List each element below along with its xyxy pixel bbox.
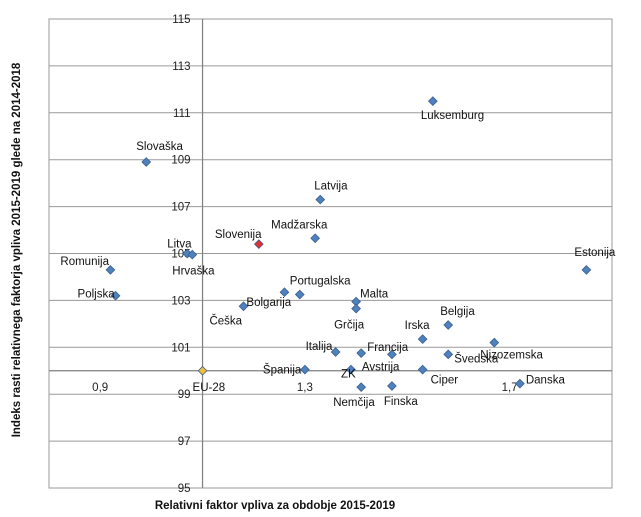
point-label: Italija — [306, 341, 333, 353]
y-axis-title: Indeks rasti relativnega faktorja vpliva… — [11, 62, 23, 437]
point-label: Bolgarija — [246, 297, 291, 309]
point-label: Hrvaška — [172, 266, 215, 278]
data-point-švedska — [443, 349, 454, 360]
point-label: EU-28 — [193, 382, 226, 394]
data-point-madžarska — [310, 233, 321, 244]
point-label: Irska — [405, 320, 431, 332]
data-point-poljska — [110, 290, 121, 301]
point-labels: Luksemburg Slovaška Latvija Madžarska Sloven… — [60, 110, 616, 409]
point-label: Nemčija — [333, 397, 375, 409]
y-tick-label: 113 — [172, 61, 190, 73]
data-point-slovaška — [141, 157, 152, 167]
data-point-ciper — [417, 364, 428, 375]
data-point-romunija — [105, 265, 116, 275]
point-label: Švedska — [454, 352, 499, 365]
data-point-španija — [300, 364, 310, 375]
data-point-hrvaška — [187, 249, 198, 260]
data-point-belgija — [443, 320, 454, 330]
point-label: Litva — [167, 239, 192, 251]
point-label: Madžarska — [271, 219, 328, 231]
y-tick-label: 97 — [178, 436, 191, 448]
y-tick-label: 103 — [171, 295, 190, 307]
data-point-zk — [346, 364, 356, 375]
x-axis-title: Relativni faktor vpliva za obdobje 2015-… — [155, 500, 395, 512]
data-point-finska — [387, 381, 397, 391]
point-label: Finska — [384, 396, 418, 408]
point-label: Luksemburg — [421, 110, 484, 122]
y-tick-label: 95 — [178, 483, 191, 495]
y-tick-label: 111 — [173, 108, 190, 120]
y-tick-label: 109 — [171, 155, 190, 167]
point-label: Španija — [263, 364, 302, 377]
point-label: Slovenija — [215, 229, 262, 241]
data-point-avstrija — [387, 349, 397, 360]
data-point-estonija — [581, 265, 592, 275]
point-label: Slovaška — [136, 141, 183, 153]
axes — [48, 18, 613, 489]
point-label: ZK — [341, 369, 356, 381]
data-points — [105, 96, 592, 393]
point-label: Belgija — [440, 306, 475, 318]
point-label: Nizozemska — [480, 350, 543, 362]
point-label: Malta — [360, 289, 389, 301]
point-label: Latvija — [314, 181, 348, 193]
y-tick-label: 107 — [171, 202, 190, 214]
data-point-danska — [515, 378, 525, 389]
data-point-slovenija — [253, 239, 264, 249]
data-point-latvija — [315, 194, 326, 205]
point-label: Ciper — [431, 375, 459, 387]
data-point-grčija — [351, 303, 361, 314]
data-point-italija — [330, 347, 341, 357]
data-point-bolgarija — [279, 287, 290, 298]
point-label: Estonija — [574, 247, 616, 259]
x-tick-label: 0,9 — [92, 382, 108, 394]
data-point-luksemburg — [427, 96, 438, 106]
data-point-eu-28 — [197, 365, 208, 376]
data-point-nemčija — [356, 382, 367, 393]
x-tick-label: 1,7 — [502, 382, 518, 394]
point-label: Češka — [209, 314, 242, 327]
point-label: Portugalska — [290, 276, 351, 288]
y-tick-label: 99 — [178, 389, 191, 401]
y-tick-label: 115 — [172, 14, 190, 26]
plot-frame — [48, 18, 613, 489]
point-label: Francija — [367, 342, 409, 354]
point-label: Danska — [526, 375, 566, 387]
gridlines — [49, 18, 612, 489]
point-label: Poljska — [78, 289, 116, 301]
data-point-francija — [356, 348, 367, 359]
point-label: Romunija — [60, 256, 109, 268]
point-label: Avstrija — [362, 361, 400, 373]
data-point-češka — [238, 301, 249, 312]
point-label: Grčija — [334, 320, 365, 332]
x-tick-label: 1,3 — [297, 382, 313, 394]
y-tick-label: 101 — [171, 342, 190, 354]
data-point-portugalska — [294, 289, 305, 300]
data-point-nizozemska — [489, 337, 500, 348]
data-point-irska — [417, 334, 428, 344]
